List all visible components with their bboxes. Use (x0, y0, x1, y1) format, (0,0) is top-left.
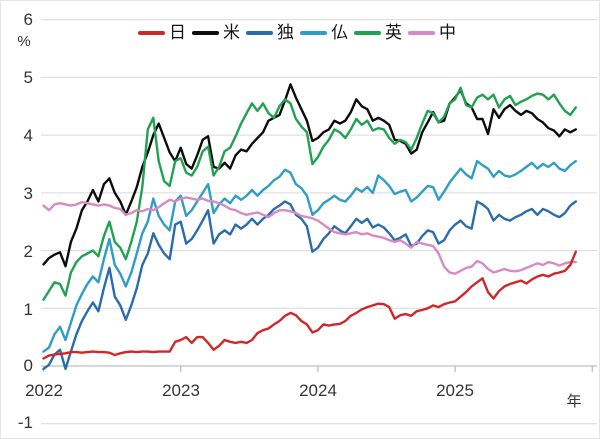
x-axis-unit-label: 年 (566, 393, 582, 410)
legend-item-germany: 独 (246, 24, 294, 42)
legend-label: 仏 (331, 23, 348, 42)
y-axis-tick-label: 4 (23, 126, 33, 145)
x-axis-tick-label: 2023 (162, 381, 200, 400)
legend-label: 英 (385, 23, 402, 42)
y-axis-tick-label: -1 (17, 413, 33, 432)
legend-line-swatch (354, 31, 381, 35)
legend-label: 独 (277, 23, 294, 42)
legend-item-japan: 日 (138, 24, 186, 42)
legend-line-swatch (192, 31, 219, 35)
legend-item-uk: 英 (354, 24, 402, 42)
legend-line-swatch (246, 31, 273, 35)
y-axis-tick-label: 3 (23, 184, 33, 203)
y-axis-tick-label: 5 (23, 68, 33, 87)
legend-label: 日 (169, 23, 186, 42)
chart-legend: 日 米 独 仏 英 中 (138, 24, 456, 42)
legend-item-us: 米 (192, 24, 240, 42)
x-axis-tick-label: 2022 (25, 381, 63, 400)
y-axis-unit-label: % (17, 33, 31, 50)
legend-line-swatch (300, 31, 327, 35)
legend-label: 米 (223, 23, 240, 42)
y-axis-tick-label: 6 (23, 10, 33, 29)
legend-line-swatch (408, 31, 435, 35)
legend-item-france: 仏 (300, 24, 348, 42)
y-axis-tick-label: 0 (23, 356, 33, 375)
legend-label: 中 (439, 23, 456, 42)
x-axis-tick-label: 2024 (299, 381, 337, 400)
y-axis-tick-label: 1 (23, 300, 33, 319)
legend-line-swatch (138, 31, 165, 35)
x-axis-tick-label: 2025 (436, 381, 474, 400)
legend-item-china: 中 (408, 24, 456, 42)
y-axis-tick-label: 2 (23, 242, 33, 261)
